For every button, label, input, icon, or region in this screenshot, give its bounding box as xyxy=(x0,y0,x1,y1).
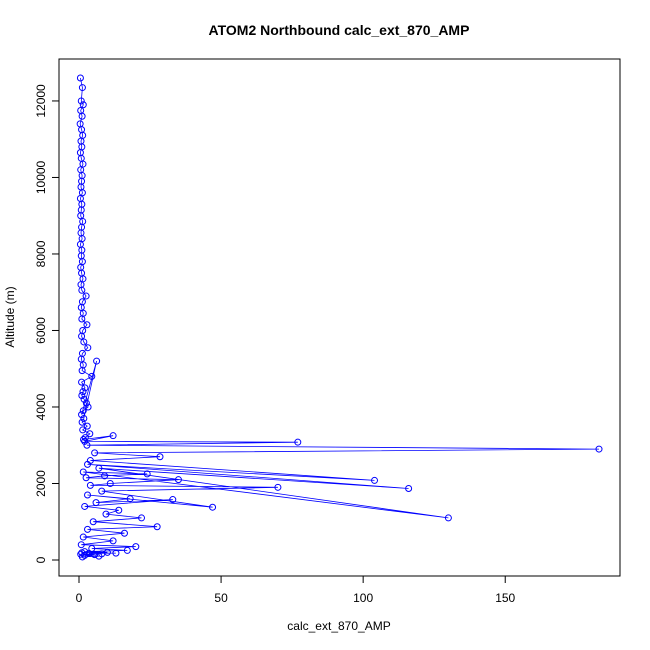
data-point xyxy=(88,372,96,380)
data-point xyxy=(86,430,94,438)
data-point xyxy=(79,468,87,476)
series-line xyxy=(79,77,600,558)
data-point xyxy=(106,479,114,487)
data-point xyxy=(156,453,164,461)
data-point xyxy=(92,499,100,507)
plot-frame xyxy=(58,58,621,577)
data-point xyxy=(120,529,128,537)
data-point xyxy=(80,395,88,403)
y-tick-label: 8000 xyxy=(34,240,48,267)
y-tick-label: 6000 xyxy=(34,317,48,344)
data-point xyxy=(274,483,282,491)
data-point xyxy=(123,546,131,554)
data-point xyxy=(98,487,106,495)
data-point xyxy=(78,112,86,120)
x-tick-label: 150 xyxy=(495,591,515,605)
data-point xyxy=(78,418,86,426)
data-point xyxy=(102,510,110,518)
data-point xyxy=(209,503,217,511)
data-point xyxy=(174,476,182,484)
data-point xyxy=(81,384,89,392)
y-tick-label: 12000 xyxy=(34,84,48,118)
data-point xyxy=(83,422,91,430)
data-point xyxy=(595,445,603,453)
data-point xyxy=(89,518,97,526)
y-axis: 0 2000 4000 6000 8000 10000 12000 xyxy=(34,84,60,563)
data-point xyxy=(93,357,101,365)
y-tick-label: 0 xyxy=(34,556,48,563)
data-point xyxy=(78,553,86,561)
data-point xyxy=(86,481,94,489)
data-point xyxy=(78,392,86,400)
data-point xyxy=(79,388,87,396)
data-point xyxy=(79,407,87,415)
data-point xyxy=(82,399,90,407)
chart-title: ATOM2 Northbound calc_ext_870_AMP xyxy=(209,22,470,38)
data-point xyxy=(84,460,92,468)
data-point xyxy=(77,541,85,549)
y-tick-label: 10000 xyxy=(34,160,48,194)
data-point xyxy=(153,523,161,531)
data-point xyxy=(109,432,117,440)
data-point xyxy=(80,338,88,346)
data-point xyxy=(371,476,379,484)
data-point xyxy=(78,411,86,419)
data-point xyxy=(78,367,86,375)
data-point xyxy=(95,464,103,472)
data-point xyxy=(78,84,86,92)
x-tick-label: 50 xyxy=(214,591,228,605)
data-point xyxy=(79,101,87,109)
x-tick-label: 0 xyxy=(76,591,83,605)
x-tick-label: 100 xyxy=(353,591,373,605)
data-point xyxy=(143,470,151,478)
data-point xyxy=(76,74,84,82)
data-point xyxy=(79,426,87,434)
data-point xyxy=(84,525,92,533)
y-tick-label: 4000 xyxy=(34,393,48,420)
data-point xyxy=(91,551,99,559)
data-point xyxy=(78,315,86,323)
data-point xyxy=(81,502,89,510)
data-point xyxy=(101,472,109,480)
data-point xyxy=(81,434,89,442)
data-point xyxy=(405,484,413,492)
y-axis-label: Altitude (m) xyxy=(3,286,17,347)
data-point xyxy=(84,491,92,499)
data-point xyxy=(82,292,90,300)
data-point xyxy=(78,286,86,294)
data-point xyxy=(294,438,302,446)
data-point xyxy=(82,474,90,482)
data-point xyxy=(126,495,134,503)
x-axis-label: calc_ext_870_AMP xyxy=(287,619,390,633)
data-point xyxy=(77,97,85,105)
y-tick-label: 2000 xyxy=(34,470,48,497)
data-point xyxy=(78,378,86,386)
data-point xyxy=(83,441,91,449)
data-point xyxy=(95,552,103,560)
data-point xyxy=(109,537,117,545)
data-series xyxy=(76,74,603,561)
data-point xyxy=(78,332,86,340)
data-point xyxy=(444,514,452,522)
data-point xyxy=(80,414,88,422)
data-point xyxy=(79,533,87,541)
data-point xyxy=(91,449,99,457)
data-point xyxy=(115,506,123,514)
data-point xyxy=(81,437,89,445)
data-point xyxy=(83,321,91,329)
data-point xyxy=(79,160,87,168)
data-point xyxy=(132,543,140,551)
data-point xyxy=(169,496,177,504)
data-point xyxy=(84,344,92,352)
x-axis: 0 50 100 150 xyxy=(76,575,516,605)
data-point xyxy=(138,514,146,522)
data-point xyxy=(112,549,120,557)
data-point xyxy=(84,403,92,411)
